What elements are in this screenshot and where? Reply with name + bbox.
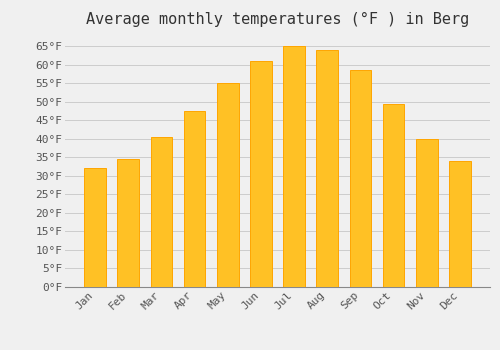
Bar <box>383 104 404 287</box>
Title: Average monthly temperatures (°F ) in Berg: Average monthly temperatures (°F ) in Be… <box>86 12 469 27</box>
Bar <box>84 168 106 287</box>
Bar <box>118 159 139 287</box>
Bar <box>350 70 371 287</box>
Bar <box>184 111 206 287</box>
Bar <box>284 46 305 287</box>
Bar <box>150 137 172 287</box>
Bar <box>217 83 238 287</box>
Bar <box>449 161 470 287</box>
Bar <box>250 61 272 287</box>
Bar <box>416 139 438 287</box>
Bar <box>316 50 338 287</box>
